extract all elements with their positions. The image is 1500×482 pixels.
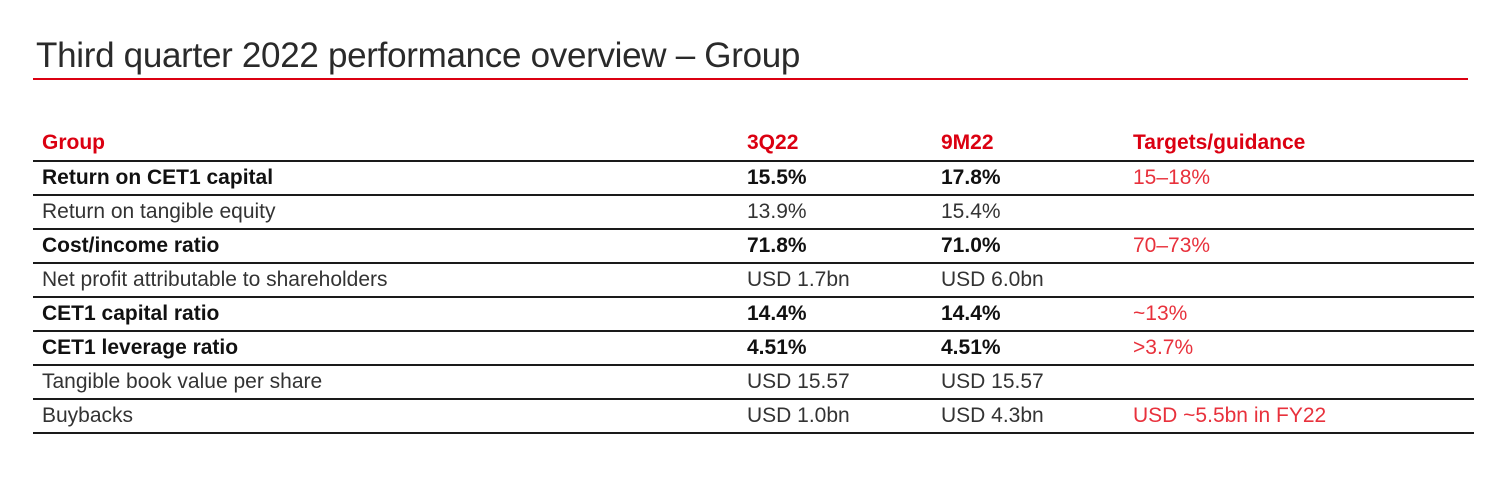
row-9m22-value: 15.4%: [941, 200, 1001, 223]
table-row: CET1 capital ratio 14.4% 14.4% ~13%: [33, 298, 1474, 332]
table-row: Net profit attributable to shareholders …: [33, 264, 1474, 298]
row-3q22-value: 14.4%: [747, 302, 807, 325]
header-9m22: 9M22: [941, 131, 994, 154]
row-3q22-value: 13.9%: [747, 200, 807, 223]
table-row: CET1 leverage ratio 4.51% 4.51% >3.7%: [33, 332, 1474, 366]
row-label: Return on tangible equity: [42, 200, 276, 223]
row-target-value: USD ~5.5bn in FY22: [1133, 404, 1327, 427]
header-targets-guidance: Targets/guidance: [1133, 131, 1306, 154]
row-label: Cost/income ratio: [42, 234, 220, 257]
row-3q22-value: 15.5%: [747, 166, 807, 189]
row-9m22-value: USD 6.0bn: [941, 268, 1044, 291]
table-row: Buybacks USD 1.0bn USD 4.3bn USD ~5.5bn …: [33, 400, 1474, 434]
row-target-value: 70–73%: [1133, 234, 1211, 257]
row-3q22-value: USD 1.7bn: [747, 268, 850, 291]
row-target-value: 15–18%: [1133, 166, 1211, 189]
row-label: Buybacks: [42, 404, 134, 427]
table-row: Return on tangible equity 13.9% 15.4%: [33, 196, 1474, 230]
table-header-row: Group 3Q22 9M22 Targets/guidance: [33, 126, 1474, 162]
row-9m22-value: 17.8%: [941, 166, 1001, 189]
row-3q22-value: USD 15.57: [747, 370, 850, 393]
row-9m22-value: 14.4%: [941, 302, 1001, 325]
table-row: Return on CET1 capital 15.5% 17.8% 15–18…: [33, 162, 1474, 196]
row-9m22-value: USD 15.57: [941, 370, 1044, 393]
row-label: CET1 capital ratio: [42, 302, 220, 325]
row-target-value: ~13%: [1133, 302, 1188, 325]
row-3q22-value: USD 1.0bn: [747, 404, 850, 427]
title-underline: [33, 78, 1468, 80]
row-label: CET1 leverage ratio: [42, 336, 239, 359]
row-target-value: >3.7%: [1133, 336, 1194, 359]
row-label: Tangible book value per share: [42, 370, 323, 393]
header-3q22: 3Q22: [747, 131, 799, 154]
row-label: Net profit attributable to shareholders: [42, 268, 388, 291]
table-row: Cost/income ratio 71.8% 71.0% 70–73%: [33, 230, 1474, 264]
row-9m22-value: 71.0%: [941, 234, 1001, 257]
row-9m22-value: 4.51%: [941, 336, 1001, 359]
row-3q22-value: 4.51%: [747, 336, 807, 359]
page-title: Third quarter 2022 performance overview …: [36, 36, 801, 75]
row-label: Return on CET1 capital: [42, 166, 274, 189]
row-3q22-value: 71.8%: [747, 234, 807, 257]
header-group: Group: [42, 131, 105, 154]
table-row: Tangible book value per share USD 15.57 …: [33, 366, 1474, 400]
row-9m22-value: USD 4.3bn: [941, 404, 1044, 427]
performance-table: Group 3Q22 9M22 Targets/guidance Return …: [33, 126, 1474, 434]
